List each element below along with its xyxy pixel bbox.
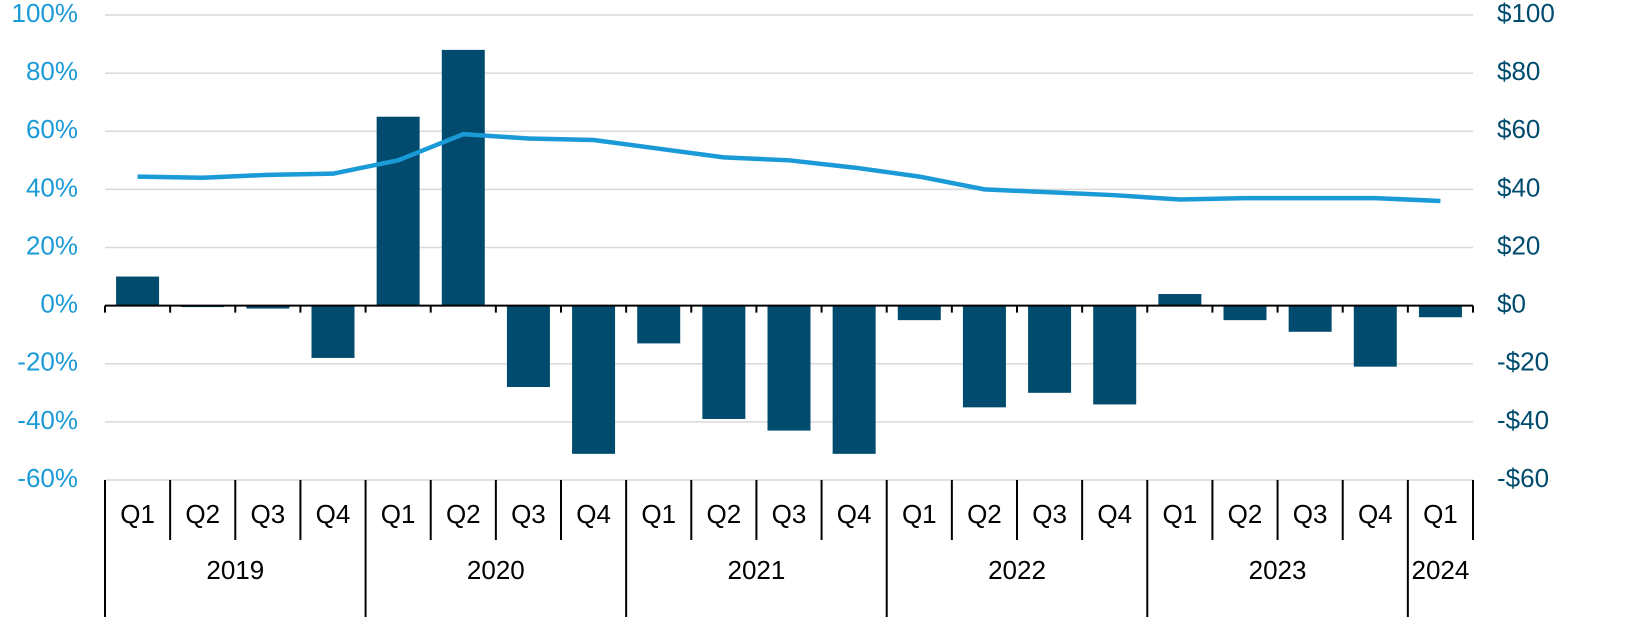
y2-tick-label: $0	[1497, 289, 1526, 319]
bar	[572, 305, 616, 454]
y-tick-label: -20%	[17, 347, 78, 377]
bar	[1093, 305, 1137, 405]
bar	[832, 305, 876, 454]
y2-tick-label: $20	[1497, 230, 1540, 260]
x-tick-label: Q3	[1293, 499, 1328, 529]
x-tick-label: Q2	[185, 499, 220, 529]
x-tick-label: Q2	[707, 499, 742, 529]
bar	[1223, 305, 1267, 321]
x-tick-label: Q1	[1423, 499, 1458, 529]
bar	[1028, 305, 1072, 393]
x-tick-label: Q3	[772, 499, 807, 529]
bar	[637, 305, 681, 344]
x-tick-label: Q3	[1032, 499, 1067, 529]
y-tick-label: -40%	[17, 405, 78, 435]
y-tick-label: 60%	[26, 114, 78, 144]
x-tick-label: Q4	[1358, 499, 1393, 529]
x-tick-label: Q4	[316, 499, 351, 529]
y2-tick-label: $80	[1497, 56, 1540, 86]
x-tick-label: Q3	[251, 499, 286, 529]
y2-tick-label: $100	[1497, 0, 1555, 28]
bar	[897, 305, 941, 321]
y-tick-label: 100%	[12, 0, 79, 28]
bar	[311, 305, 355, 358]
x-tick-label: Q1	[641, 499, 676, 529]
x-tick-label: Q4	[576, 499, 611, 529]
bar	[702, 305, 746, 419]
bar	[441, 49, 485, 306]
x-tick-label: Q3	[511, 499, 546, 529]
x-tick-label: Q4	[1097, 499, 1132, 529]
bar	[1158, 294, 1202, 306]
y2-tick-label: -$40	[1497, 405, 1549, 435]
group-label: 2020	[467, 555, 525, 585]
group-label: 2023	[1249, 555, 1307, 585]
bar	[1288, 305, 1332, 332]
x-tick-label: Q2	[967, 499, 1002, 529]
x-tick-label: Q1	[902, 499, 937, 529]
x-tick-label: Q1	[381, 499, 416, 529]
group-label: 2021	[728, 555, 786, 585]
y-tick-label: 0%	[40, 289, 78, 319]
bar	[246, 305, 290, 309]
group-label: 2022	[988, 555, 1046, 585]
y2-tick-label: -$20	[1497, 347, 1549, 377]
bar	[376, 116, 420, 306]
y2-tick-label: $60	[1497, 114, 1540, 144]
y-tick-label: 20%	[26, 230, 78, 260]
y-tick-label: 80%	[26, 56, 78, 86]
bar	[1418, 305, 1462, 318]
bar	[506, 305, 550, 387]
x-tick-label: Q1	[1163, 499, 1198, 529]
x-tick-label: Q1	[120, 499, 155, 529]
y-tick-label: 40%	[26, 172, 78, 202]
group-label: 2024	[1412, 555, 1470, 585]
bar	[767, 305, 811, 431]
bar	[116, 276, 160, 306]
bar	[962, 305, 1006, 408]
line	[137, 131, 1441, 204]
y2-tick-label: -$60	[1497, 463, 1549, 493]
y2-tick-label: $40	[1497, 172, 1540, 202]
y-tick-label: -60%	[17, 463, 78, 493]
x-tick-label: Q2	[446, 499, 481, 529]
group-label: 2019	[206, 555, 264, 585]
bar	[1353, 305, 1397, 367]
x-tick-label: Q4	[837, 499, 872, 529]
x-tick-label: Q2	[1228, 499, 1263, 529]
